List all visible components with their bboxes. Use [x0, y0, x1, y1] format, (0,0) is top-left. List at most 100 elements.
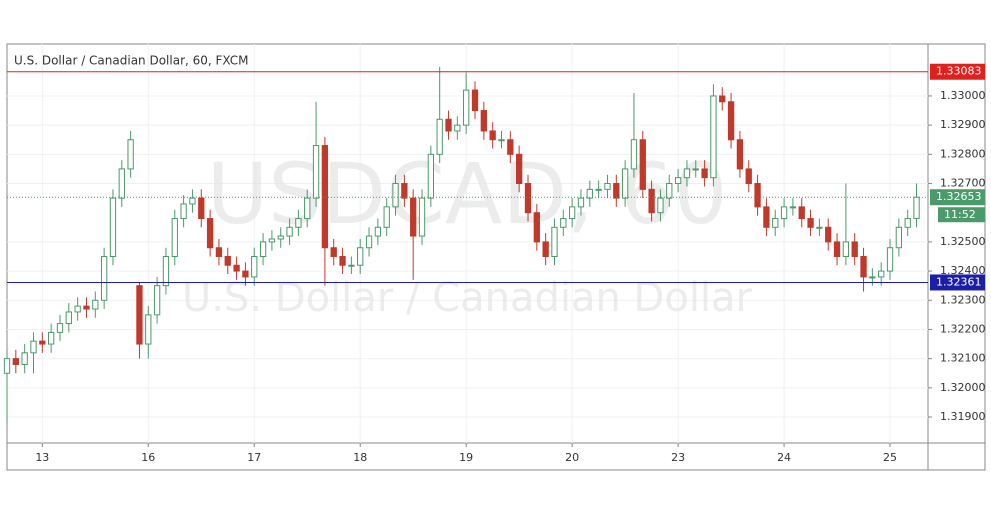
price-tag-label: 1.32361 [936, 275, 982, 288]
x-tick-label: 25 [883, 451, 897, 464]
price-tag [930, 63, 985, 80]
candle-body [365, 235, 373, 249]
x-tick-label: 20 [565, 451, 579, 464]
candle-body [772, 218, 779, 228]
candle-body [842, 241, 850, 257]
candle-body [39, 340, 46, 345]
candle-body [674, 177, 682, 185]
candle-body [56, 323, 64, 333]
candle-body [595, 188, 602, 191]
candle-body [171, 218, 178, 257]
candle-body [215, 247, 223, 257]
candle-body [268, 238, 276, 243]
y-tick-label: 1.32800 [940, 147, 986, 160]
candle-body [304, 197, 311, 220]
candle-body [259, 241, 267, 257]
candle-body [92, 299, 99, 310]
candle-body [913, 196, 920, 220]
candle-body [109, 197, 117, 257]
y-tick-label: 1.32200 [940, 322, 986, 335]
y-tick-label: 1.33000 [940, 89, 986, 102]
candle-body [613, 183, 620, 199]
candle-body [745, 168, 752, 185]
price-tag-label: 1.33083 [936, 65, 982, 78]
candle-body [789, 206, 797, 209]
candle-body [418, 197, 426, 237]
x-tick-label: 23 [671, 451, 685, 464]
axes: 1.31900 1.32000 1.32100 1.32200 1.32300 1.324… [35, 63, 986, 464]
candle-body [21, 352, 28, 365]
candle-body [12, 358, 19, 365]
candle-body [798, 206, 805, 220]
candle-body [136, 285, 143, 345]
candle-body [410, 197, 417, 237]
candle-body [436, 118, 443, 155]
candle-body [763, 206, 770, 228]
candle-body [780, 206, 788, 220]
candle-body [507, 139, 514, 155]
candle-body [463, 89, 470, 126]
x-tick-label: 24 [777, 451, 791, 464]
candle-body [374, 226, 382, 237]
candle-body [233, 264, 240, 272]
candle-body [162, 255, 170, 287]
candle-body [878, 270, 885, 278]
candle-body [666, 183, 673, 199]
candle-body [886, 247, 894, 272]
candle-body [471, 89, 479, 112]
candle-body [242, 270, 249, 278]
candle-body [604, 183, 611, 190]
candle-body [895, 226, 903, 249]
candle-body [754, 183, 761, 208]
x-tick-label: 18 [353, 451, 367, 464]
candle-body [710, 95, 717, 179]
candle-body [286, 226, 293, 237]
candle-body [454, 124, 461, 132]
candle-body [3, 358, 11, 374]
candle-body [127, 139, 134, 170]
candle-body [736, 139, 744, 170]
chart-frame [6, 43, 986, 471]
candle-body [904, 218, 911, 228]
candle-body [692, 168, 699, 171]
candle-body [586, 188, 593, 199]
candle-body [74, 305, 81, 313]
candle-body [568, 206, 576, 220]
candle-body [719, 95, 726, 103]
y-tick-label: 1.32400 [940, 264, 986, 277]
y-tick-label: 1.32700 [940, 177, 986, 190]
watermark-subtitle: U.S. Dollar / Canadian Dollar [182, 275, 753, 321]
candle-body [401, 183, 408, 199]
y-tick-label: 1.32300 [940, 293, 986, 306]
candle-body [312, 145, 320, 199]
candle-body [727, 101, 735, 141]
x-tick-label: 16 [141, 451, 155, 464]
price-tag [930, 189, 985, 206]
candle-body [639, 139, 646, 190]
candle-body [621, 168, 629, 199]
candle-body [153, 285, 161, 316]
y-tick-label: 1.31900 [940, 410, 986, 423]
candle-body [339, 255, 346, 266]
candle-body [498, 139, 505, 142]
x-tick-label: 13 [35, 451, 49, 464]
countdown-tag [938, 207, 985, 223]
candle-body [683, 168, 691, 179]
candle-body [445, 118, 452, 132]
candle-body [295, 218, 302, 228]
candle-body [560, 218, 567, 228]
candle-body [657, 197, 664, 214]
price-tag [930, 274, 985, 291]
candle-body [524, 183, 532, 214]
candle-body [145, 314, 152, 345]
candle-body [392, 183, 399, 208]
x-tick-label: 17 [247, 451, 261, 464]
candle-body [198, 197, 205, 220]
candle-body [516, 153, 523, 185]
plot [3, 66, 928, 423]
candle-body [330, 247, 337, 257]
candle-body [577, 197, 585, 208]
candle-body [48, 331, 55, 345]
candle-body [321, 145, 329, 249]
